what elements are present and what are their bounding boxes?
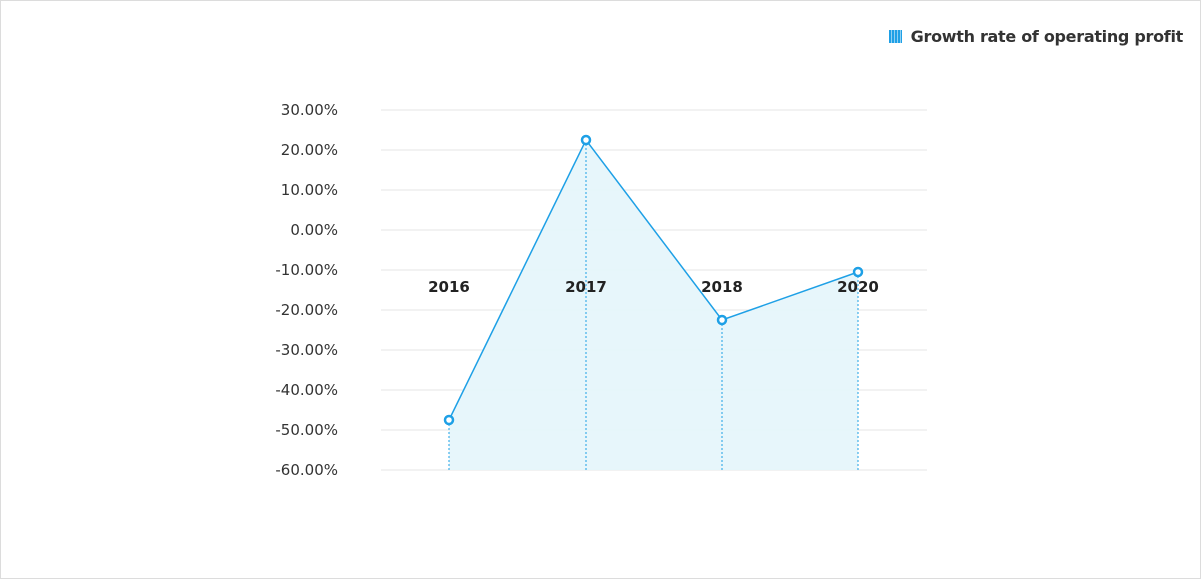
data-point: [716, 314, 728, 326]
y-tick-label: 30.00%: [281, 101, 338, 119]
y-tick-label: 20.00%: [281, 141, 338, 159]
y-tick-label: -50.00%: [275, 421, 338, 439]
x-axis-tick-labels: 2016 2017 2018 2020: [428, 278, 879, 296]
chart-legend: Growth rate of operating profit: [888, 27, 1184, 46]
series-line: [448, 138, 859, 421]
data-point: [852, 266, 864, 278]
y-tick-label: -30.00%: [275, 341, 338, 359]
x-tick-label: 2016: [428, 278, 470, 296]
data-point: [443, 414, 455, 426]
legend-swatch-icon: [888, 30, 902, 43]
y-tick-label: -10.00%: [275, 261, 338, 279]
y-axis-tick-labels: 30.00% 20.00% 10.00% 0.00% -10.00% -20.00% -30…: [275, 101, 338, 479]
drop-lines: [448, 140, 859, 470]
series-area: [449, 140, 858, 470]
legend-label: Growth rate of operating profit: [910, 27, 1184, 46]
y-tick-label: 10.00%: [281, 181, 338, 199]
y-tick-label: 0.00%: [290, 221, 338, 239]
y-tick-label: -40.00%: [275, 381, 338, 399]
y-tick-label: -60.00%: [275, 461, 338, 479]
data-points: [443, 134, 864, 426]
x-tick-label: 2018: [701, 278, 743, 296]
data-point: [580, 134, 592, 146]
y-tick-label: -20.00%: [275, 301, 338, 319]
x-tick-label: 2017: [565, 278, 607, 296]
x-tick-label: 2020: [837, 278, 879, 296]
